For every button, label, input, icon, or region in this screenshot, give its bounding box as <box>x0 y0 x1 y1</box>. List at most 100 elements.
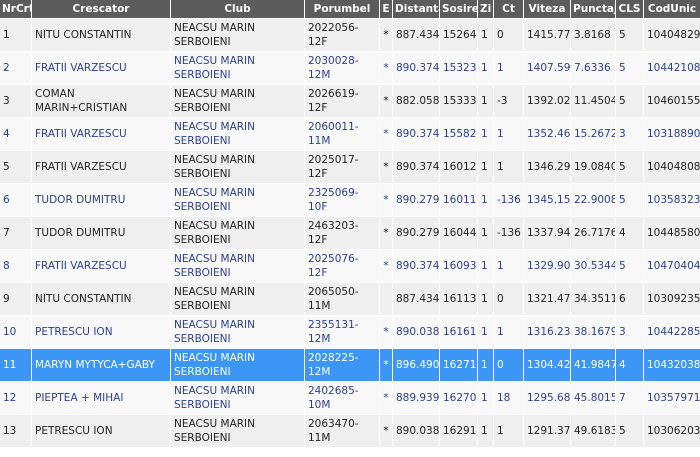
porumbel-cell: 2065050-11M <box>305 283 379 315</box>
zi-cell: 1 <box>478 415 493 447</box>
zi-cell: 1 <box>478 217 493 249</box>
sosire-cell: 161133 <box>440 283 477 315</box>
crescator-cell: MARYN MYTYCA+GABY <box>32 349 170 381</box>
sosire-cell: 160122 <box>440 151 477 183</box>
crescator-cell: TUDOR DUMITRU <box>32 184 170 216</box>
e-cell: * <box>380 316 392 348</box>
nr-crt-cell: 3 <box>0 85 31 117</box>
column-header[interactable]: CLS <box>616 0 643 18</box>
sosire-cell: 162914 <box>440 415 477 447</box>
punctaj-cell: 15.2672 <box>571 118 615 150</box>
porumbel-cell: 2060011-11M <box>305 118 379 150</box>
viteza-cell: 1295.682 <box>524 382 570 414</box>
result-row[interactable]: 12 PIEPTEA + MIHAI NEACSU MARIN SERBOIENI 2… <box>0 382 700 414</box>
e-cell: * <box>380 118 392 150</box>
sosire-cell: 152649 <box>440 19 477 51</box>
e-cell: * <box>380 19 392 51</box>
result-row[interactable]: 13 PETRESCU ION NEACSU MARIN SERBOIENI 2063… <box>0 415 700 447</box>
column-header[interactable]: NrCrt <box>0 0 31 18</box>
cls-cell: 6 <box>616 283 643 315</box>
club-cell: NEACSU MARIN SERBOIENI <box>171 52 304 84</box>
club-cell: NEACSU MARIN SERBOIENI <box>171 184 304 216</box>
result-row[interactable]: 10 PETRESCU ION NEACSU MARIN SERBOIENI 2355… <box>0 316 700 348</box>
cod-unic-cell: 10357971 <box>644 382 700 414</box>
result-row[interactable]: 5 FRATII VARZESCU NEACSU MARIN SERBOIENI 20… <box>0 151 700 183</box>
sosire-cell: 161613 <box>440 316 477 348</box>
cls-cell: 3 <box>616 316 643 348</box>
ct-cell: 0 <box>494 349 523 381</box>
porumbel-cell: 2025076-12F <box>305 250 379 282</box>
column-header[interactable]: Punctaj <box>571 0 615 18</box>
column-header[interactable]: Club <box>171 0 304 18</box>
e-cell: * <box>380 382 392 414</box>
club-cell: NEACSU MARIN SERBOIENI <box>171 349 304 381</box>
club-cell: NEACSU MARIN SERBOIENI <box>171 250 304 282</box>
ct-cell: -136 <box>494 217 523 249</box>
ct-cell: 18 <box>494 382 523 414</box>
e-cell: * <box>380 349 392 381</box>
cls-cell: 5 <box>616 184 643 216</box>
cls-cell: 5 <box>616 415 643 447</box>
e-cell: * <box>380 151 392 183</box>
column-header[interactable]: Ct <box>494 0 523 18</box>
result-row[interactable]: 2 FRATII VARZESCU NEACSU MARIN SERBOIENI 20… <box>0 52 700 84</box>
zi-cell: 1 <box>478 349 493 381</box>
ct-cell: 1 <box>494 52 523 84</box>
distanta-cell: 890.038 <box>393 316 439 348</box>
distanta-cell: 890.279 <box>393 217 439 249</box>
zi-cell: 1 <box>478 151 493 183</box>
viteza-cell: 1291.376 <box>524 415 570 447</box>
distanta-cell: 890.374 <box>393 118 439 150</box>
porumbel-cell: 2028225-12M <box>305 349 379 381</box>
column-header[interactable]: Sosire <box>440 0 477 18</box>
crescator-cell: COMAN MARIN+CRISTIAN <box>32 85 170 117</box>
crescator-cell: TUDOR DUMITRU <box>32 217 170 249</box>
cod-unic-cell: 10460155 <box>644 85 700 117</box>
column-header[interactable]: Zi <box>478 0 493 18</box>
nr-crt-cell: 1 <box>0 19 31 51</box>
club-cell: NEACSU MARIN SERBOIENI <box>171 85 304 117</box>
punctaj-cell: 3.8168 <box>571 19 615 51</box>
crescator-cell: FRATII VARZESCU <box>32 118 170 150</box>
result-row[interactable]: 4 FRATII VARZESCU NEACSU MARIN SERBOIENI 20… <box>0 118 700 150</box>
result-row[interactable]: 3 COMAN MARIN+CRISTIAN NEACSU MARIN SERBOI… <box>0 85 700 117</box>
cod-unic-cell: 10358323 <box>644 184 700 216</box>
cls-cell: 5 <box>616 19 643 51</box>
distanta-cell: 890.374 <box>393 151 439 183</box>
crescator-cell: NITU CONSTANTIN <box>32 283 170 315</box>
header-row: NrCrtCrescatorClubPorumbelEDistantaSosir… <box>0 0 700 18</box>
cls-cell: 5 <box>616 52 643 84</box>
column-header[interactable]: Distanta <box>393 0 439 18</box>
result-row[interactable]: 11 MARYN MYTYCA+GABY NEACSU MARIN SERBOIEN… <box>0 349 700 381</box>
column-header[interactable]: CodUnic <box>644 0 700 18</box>
viteza-cell: 1337.941 <box>524 217 570 249</box>
result-row[interactable]: 7 TUDOR DUMITRU NEACSU MARIN SERBOIENI 2463… <box>0 217 700 249</box>
result-row[interactable]: 1 NITU CONSTANTIN NEACSU MARIN SERBOIENI 20… <box>0 19 700 51</box>
cod-unic-cell: 10318890 <box>644 118 700 150</box>
viteza-cell: 1321.471 <box>524 283 570 315</box>
punctaj-cell: 19.0840 <box>571 151 615 183</box>
column-header[interactable]: Crescator <box>32 0 170 18</box>
crescator-cell: PETRESCU ION <box>32 415 170 447</box>
sosire-cell: 162716 <box>440 349 477 381</box>
zi-cell: 1 <box>478 52 493 84</box>
result-row[interactable]: 6 TUDOR DUMITRU NEACSU MARIN SERBOIENI 2325… <box>0 184 700 216</box>
column-header[interactable]: Viteza <box>524 0 570 18</box>
viteza-cell: 1407.595 <box>524 52 570 84</box>
result-row[interactable]: 8 FRATII VARZESCU NEACSU MARIN SERBOIENI 20… <box>0 250 700 282</box>
column-header[interactable]: Porumbel <box>305 0 379 18</box>
result-row[interactable]: 9 NITU CONSTANTIN NEACSU MARIN SERBOIENI 20… <box>0 283 700 315</box>
porumbel-cell: 2325069-10F <box>305 184 379 216</box>
column-header[interactable]: E <box>380 0 392 18</box>
sosire-cell: 162709 <box>440 382 477 414</box>
sosire-cell: 153336 <box>440 85 477 117</box>
crescator-cell: FRATII VARZESCU <box>32 250 170 282</box>
cls-cell: 3 <box>616 118 643 150</box>
zi-cell: 1 <box>478 85 493 117</box>
club-cell: NEACSU MARIN SERBOIENI <box>171 382 304 414</box>
punctaj-cell: 38.1679 <box>571 316 615 348</box>
